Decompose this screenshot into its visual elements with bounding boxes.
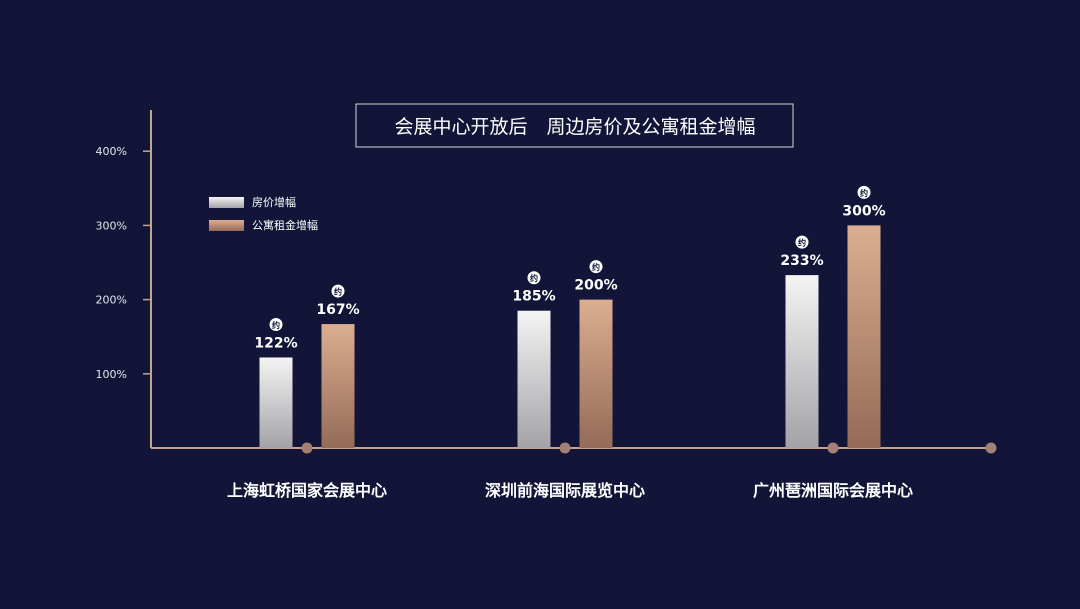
y-tick-label: 400%: [96, 145, 127, 158]
legend-label-price: 房价增幅: [252, 195, 296, 209]
approx-label: 约: [592, 262, 600, 272]
category-label: 广州琶洲国际会展中心: [753, 481, 913, 500]
bar-price: [517, 310, 551, 448]
approx-label: 约: [530, 273, 538, 283]
title-box: [355, 103, 794, 148]
bar-rent: [847, 225, 881, 448]
data-label: 185%: [512, 289, 555, 305]
category-label: 深圳前海国际展览中心: [485, 481, 645, 500]
axis-dot: [301, 442, 313, 454]
data-label: 300%: [842, 203, 885, 219]
legend: 房价增幅 公寓租金增幅: [209, 195, 318, 232]
approx-badge: [795, 235, 809, 249]
data-label: 167%: [316, 302, 359, 318]
bar-rent: [321, 324, 355, 448]
bar-price: [785, 275, 819, 448]
approx-badge: [331, 284, 345, 298]
legend-label-rent: 公寓租金增幅: [252, 218, 318, 232]
bar-price: [259, 357, 293, 448]
y-tick-label: 200%: [96, 294, 127, 307]
approx-label: 约: [860, 188, 868, 198]
approx-badge: [269, 317, 283, 331]
approx-badge: [527, 271, 541, 285]
axis-end-dot: [985, 442, 997, 454]
axis-dot: [827, 442, 839, 454]
data-label: 200%: [574, 278, 617, 294]
approx-label: 约: [798, 238, 806, 248]
y-tick-label: 300%: [96, 219, 127, 232]
chart-title: 会展中心开放后 周边房价及公寓租金增幅: [394, 116, 755, 138]
data-label: 233%: [780, 253, 823, 269]
approx-label: 约: [334, 287, 342, 297]
legend-swatch-rent: [209, 220, 244, 231]
bar-rent: [579, 299, 613, 448]
category-label: 上海虹桥国家会展中心: [227, 481, 387, 500]
y-tick-label: 100%: [96, 368, 127, 381]
approx-badge: [857, 185, 871, 199]
legend-swatch-price: [209, 197, 244, 208]
data-label: 122%: [254, 335, 297, 351]
approx-badge: [589, 260, 603, 274]
axis-dot: [559, 442, 571, 454]
approx-label: 约: [272, 320, 280, 330]
